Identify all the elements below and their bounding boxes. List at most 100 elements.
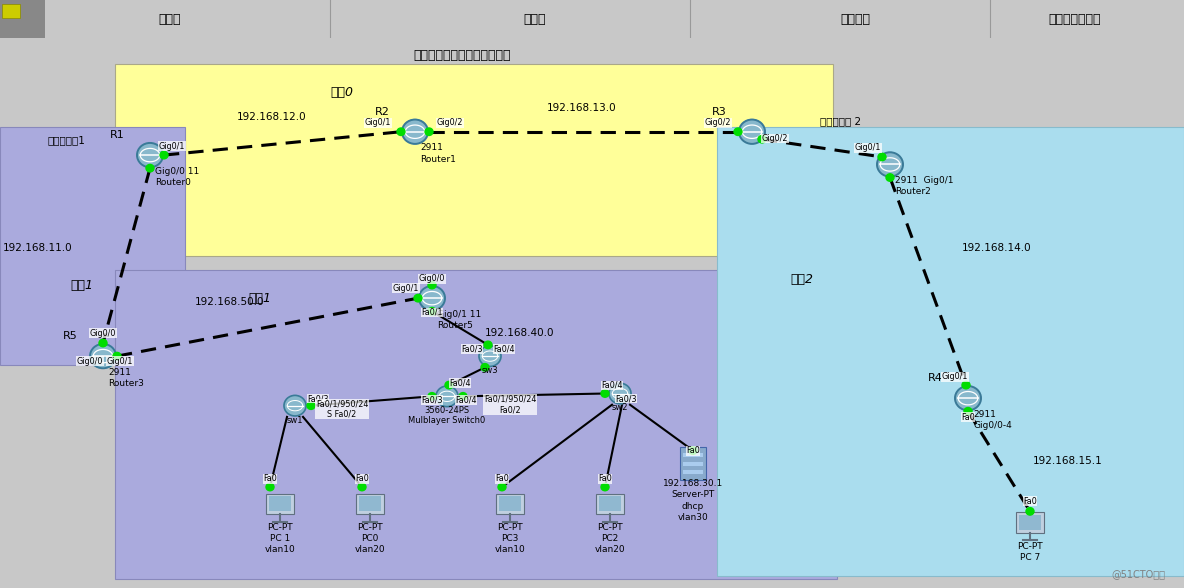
Text: Fa0/1: Fa0/1 <box>422 308 443 317</box>
Circle shape <box>425 128 433 135</box>
Bar <box>1016 512 1044 533</box>
Circle shape <box>307 402 315 409</box>
Bar <box>115 65 834 256</box>
Text: Fa0: Fa0 <box>961 413 974 422</box>
Text: PC 1: PC 1 <box>270 534 290 543</box>
Circle shape <box>419 286 445 310</box>
Text: Fa0/4: Fa0/4 <box>494 345 515 353</box>
Text: Router1: Router1 <box>420 155 456 163</box>
Text: sw1: sw1 <box>287 416 303 425</box>
Text: 2911  Gig0/1: 2911 Gig0/1 <box>895 176 953 185</box>
Circle shape <box>459 393 466 400</box>
Text: R4: R4 <box>928 373 942 383</box>
Text: 2911: 2911 <box>973 410 996 419</box>
Circle shape <box>427 393 436 400</box>
Circle shape <box>955 386 982 410</box>
Text: vlan10: vlan10 <box>265 546 295 554</box>
Text: Fa0: Fa0 <box>355 475 369 483</box>
Text: Router2: Router2 <box>895 188 931 196</box>
Text: Gig0/0: Gig0/0 <box>90 329 116 338</box>
Circle shape <box>445 382 453 389</box>
Text: Fa0/3: Fa0/3 <box>422 396 443 405</box>
Text: 区域2: 区域2 <box>790 273 813 286</box>
Text: Fa0/1/950/24
S Fa0/2: Fa0/1/950/24 S Fa0/2 <box>316 399 368 419</box>
Text: vlan20: vlan20 <box>594 546 625 554</box>
Text: Gig0/1: Gig0/1 <box>393 283 419 293</box>
Text: 192.168.40.0: 192.168.40.0 <box>485 328 555 338</box>
Circle shape <box>99 339 107 347</box>
Text: PC3: PC3 <box>501 534 519 543</box>
Text: 区域0: 区域0 <box>330 86 353 99</box>
Text: Server-PT: Server-PT <box>671 490 715 499</box>
Circle shape <box>397 128 405 135</box>
Text: PC 7: PC 7 <box>1019 553 1040 562</box>
Circle shape <box>427 281 436 289</box>
Text: Fa0/3: Fa0/3 <box>308 394 329 403</box>
Text: 思科引入静态路由使全网互通: 思科引入静态路由使全网互通 <box>413 49 510 62</box>
Bar <box>0 127 185 366</box>
Text: R5: R5 <box>63 331 78 341</box>
Text: Fa0: Fa0 <box>495 475 509 483</box>
Text: 192.168.30.1: 192.168.30.1 <box>663 479 723 488</box>
Text: Gig0/1: Gig0/1 <box>941 372 969 382</box>
Text: 192.168.14.0: 192.168.14.0 <box>963 243 1031 253</box>
Text: 区域1: 区域1 <box>247 292 271 305</box>
Text: Gig0/0: Gig0/0 <box>77 356 103 366</box>
Bar <box>596 493 624 514</box>
Text: 192.168.50.0: 192.168.50.0 <box>195 297 265 307</box>
Circle shape <box>601 483 609 491</box>
Text: 区域1: 区域1 <box>70 279 94 292</box>
Text: Fa0/3: Fa0/3 <box>616 394 637 403</box>
Circle shape <box>689 447 697 455</box>
Text: 2911: 2911 <box>420 143 443 152</box>
Bar <box>680 447 706 480</box>
Text: Fa0: Fa0 <box>1023 497 1037 506</box>
Text: Router5: Router5 <box>437 321 472 330</box>
Text: Router3: Router3 <box>108 379 144 388</box>
Text: PC-PT: PC-PT <box>597 523 623 532</box>
Text: Gig0/1 11: Gig0/1 11 <box>437 310 481 319</box>
Bar <box>269 496 291 512</box>
Circle shape <box>284 395 305 416</box>
Text: 192.168.12.0: 192.168.12.0 <box>237 112 307 122</box>
Text: Gig0/1: Gig0/1 <box>365 118 391 127</box>
Bar <box>356 493 384 514</box>
Text: Gig0/1: Gig0/1 <box>159 142 185 151</box>
Bar <box>266 493 294 514</box>
Circle shape <box>886 174 894 181</box>
Bar <box>0 0 45 38</box>
Text: 192.168.13.0: 192.168.13.0 <box>547 103 617 113</box>
Text: Fa0: Fa0 <box>263 475 277 483</box>
Circle shape <box>481 363 489 371</box>
Circle shape <box>427 308 436 315</box>
Bar <box>115 270 837 579</box>
Text: Gig0/0-4: Gig0/0-4 <box>973 421 1012 430</box>
Text: vlan30: vlan30 <box>677 513 708 522</box>
Text: 移动对象: 移动对象 <box>839 12 870 26</box>
Circle shape <box>137 143 163 167</box>
Text: 192.168.11.0: 192.168.11.0 <box>4 243 72 253</box>
Text: Gig0/0 11: Gig0/0 11 <box>155 167 199 176</box>
Bar <box>599 496 620 512</box>
Bar <box>2 4 20 18</box>
Text: 192.168.15.1: 192.168.15.1 <box>1034 456 1102 466</box>
Bar <box>496 493 525 514</box>
Circle shape <box>758 135 766 143</box>
Circle shape <box>877 152 903 176</box>
Text: Gig0/1: Gig0/1 <box>855 143 881 152</box>
Text: PC2: PC2 <box>601 534 618 543</box>
Text: Fa0/3: Fa0/3 <box>462 345 483 353</box>
Circle shape <box>403 119 427 144</box>
Text: @51CTO博客: @51CTO博客 <box>1111 569 1165 579</box>
Text: 边界路由器 2: 边界路由器 2 <box>821 116 861 126</box>
Bar <box>1019 515 1041 530</box>
Bar <box>718 127 1184 576</box>
Circle shape <box>498 483 506 491</box>
Text: Fa0/4: Fa0/4 <box>449 378 471 387</box>
Circle shape <box>739 119 765 144</box>
Circle shape <box>961 382 970 389</box>
Text: 3560-24PS: 3560-24PS <box>424 406 470 415</box>
Circle shape <box>160 151 168 159</box>
Circle shape <box>146 165 154 172</box>
Text: dhcp: dhcp <box>682 502 704 510</box>
